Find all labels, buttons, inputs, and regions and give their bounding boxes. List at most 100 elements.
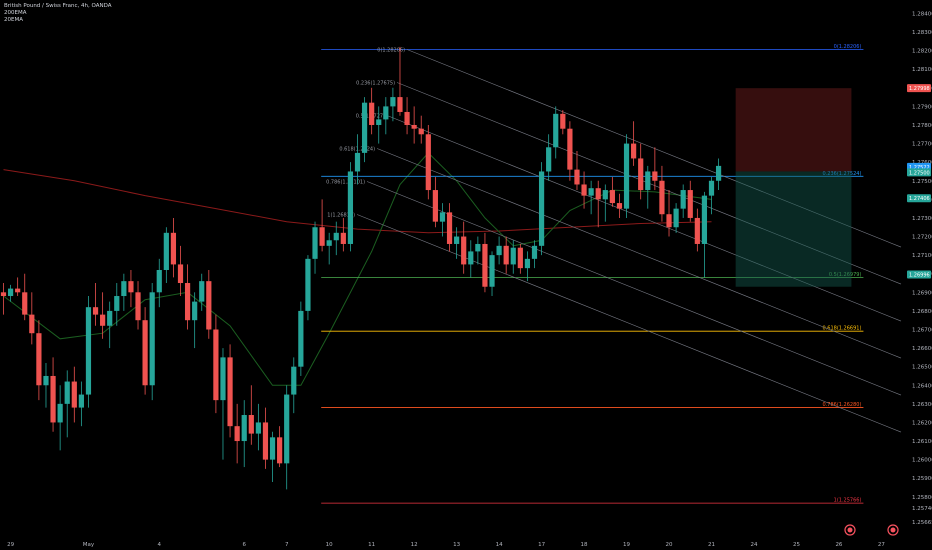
candle [602,184,608,222]
candle [312,221,318,274]
candle [376,106,382,144]
candle [85,296,92,408]
candle-body [496,245,502,256]
candle [142,307,148,395]
candle [43,362,49,408]
candle-body [319,227,325,246]
candle-body [687,190,693,218]
candle-body [220,357,226,401]
candle-body [361,102,368,153]
time-tick-label: 27 [878,542,885,548]
candle [305,255,311,321]
candle-body [269,437,276,460]
candle-body [708,180,715,196]
event-markers[interactable] [844,524,899,536]
candle [574,151,580,191]
price-tick-label: 1.27300 [912,216,932,222]
candle [206,270,212,339]
candle-body [184,283,191,321]
economic-event-icon[interactable] [844,524,856,536]
candle-body [78,394,84,408]
economic-event-icon[interactable] [887,524,899,536]
price-tick-label: 1.26600 [912,346,932,352]
fibonacci-retracement[interactable]: 0(1.28206) 0.236(1.27524) 0.5(1.26979) 0.61… [321,44,864,504]
fib-channel-line [406,49,902,248]
candle-body [531,245,538,259]
candle [298,301,304,376]
price-tick-label: 1.28300 [912,30,932,36]
time-axis[interactable]: 29 May 4 6 7 10 11 12 13 14 17 18 19 20 21 24 25 26 27 [0,538,932,550]
candle-body [64,381,70,404]
price-badge-bg [907,194,931,203]
candle [652,147,658,191]
candle-body [567,128,573,170]
candle [631,121,637,166]
candle [15,277,21,297]
candle-body [107,310,113,326]
price-badge-text: 1.26996 [909,272,930,278]
candle-body [121,281,127,297]
time-tick-label: 12 [411,542,418,548]
symbol-title[interactable]: British Pound / Swiss Franc, 4h, OANDA [4,3,112,9]
indicator-200ema[interactable]: 200EMA [4,10,27,16]
candle-body [609,190,615,204]
indicator-20ema[interactable]: 20EMA [4,17,23,23]
event-dot [890,527,896,533]
candle-body [659,180,665,215]
candle [638,143,644,200]
candle-body [206,281,212,330]
candle-body [503,245,509,265]
candle [439,203,446,237]
candle [92,283,99,326]
fib-channel-line [366,181,902,396]
candle [170,217,177,278]
price-tick-label: 1.25900 [912,476,932,482]
event-ring [844,524,856,536]
time-tick-label: 18 [581,542,588,548]
candle [588,180,594,215]
candle-body [631,143,637,159]
candle-body [475,243,481,252]
candle-body [163,232,169,270]
candle-body [156,270,162,293]
candle [666,190,672,237]
time-tick-label: 11 [368,542,375,548]
candle-body [468,251,474,265]
price-badge: 1.27406 [907,194,931,203]
event-dot [847,527,853,533]
price-tick-label: 1.28200 [912,49,932,55]
candle [546,134,552,181]
take-profit-zone [735,171,852,287]
candle-body [595,188,601,200]
candle-body [517,247,523,269]
candle-body [383,106,389,120]
price-tick-label: 1.27800 [912,123,932,129]
candle-body [340,232,346,244]
candle [517,243,523,274]
candle-body [560,113,566,129]
candle [510,240,516,274]
candle [701,191,708,278]
event-ring [887,524,899,536]
candle [64,370,70,438]
candle [503,236,509,274]
candle [468,240,474,278]
candle [255,403,261,451]
candle-body [85,307,92,395]
fib-level-label: 0.236(1.27524) [823,171,862,177]
candle-body [390,97,396,107]
short-position-tool[interactable] [735,88,852,287]
time-tick-label: 24 [750,542,757,548]
candle-body [489,255,495,287]
candle-body [581,184,587,196]
candle-body [135,292,141,321]
candle [22,273,28,321]
candle-body [694,217,700,244]
time-tick-label: 14 [496,542,503,548]
candle [340,217,346,252]
candle [36,320,42,401]
candle-body [255,422,261,434]
candle [319,199,325,252]
candle [277,426,283,468]
